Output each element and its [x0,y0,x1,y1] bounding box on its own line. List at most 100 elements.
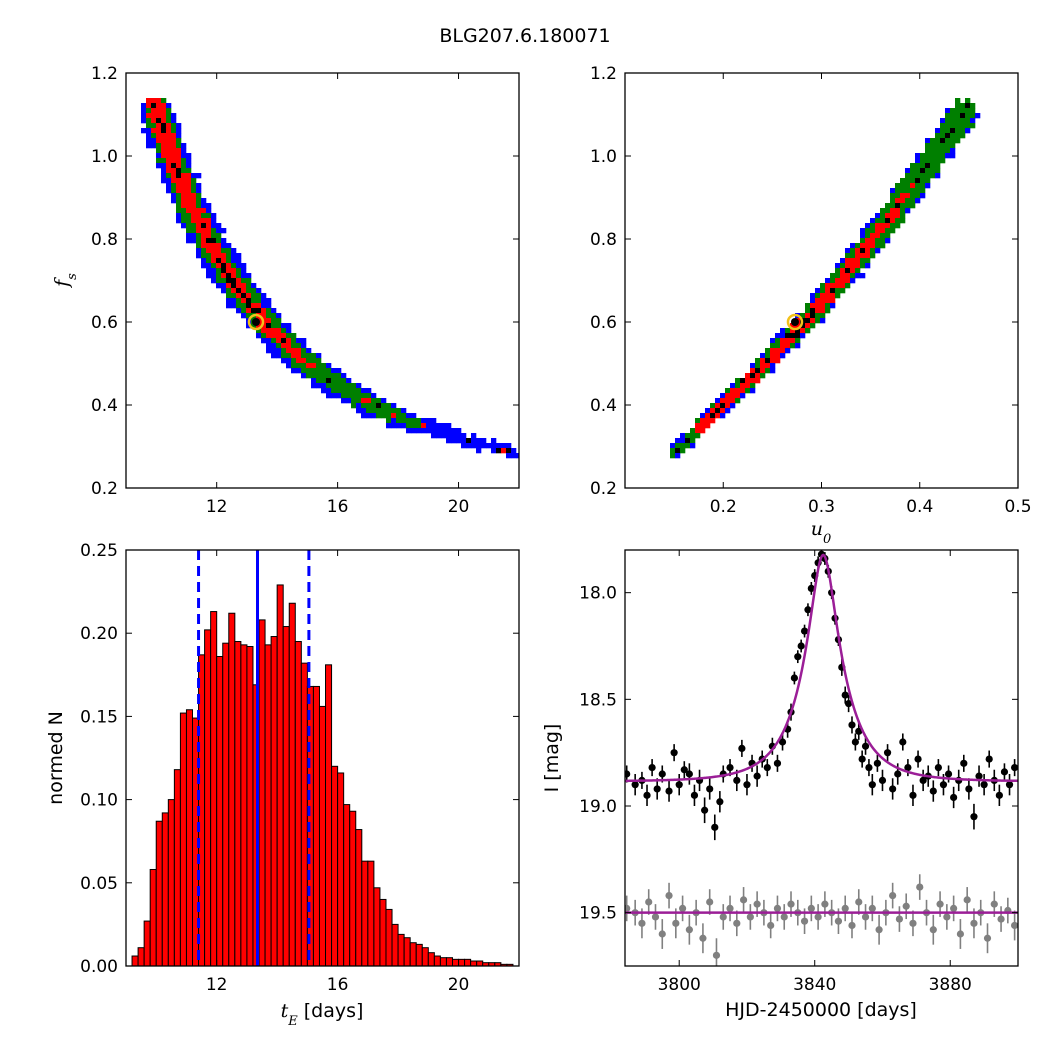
map-cell [271,348,277,354]
map-cell [820,283,826,289]
map-cell [241,263,247,269]
map-cell [226,293,232,299]
map-cell [950,133,956,139]
map-cell [301,348,307,354]
map-cell [715,408,721,414]
map-cell [271,333,277,339]
map-cell [261,298,267,304]
map-cell [910,168,916,174]
map-cell [191,203,197,209]
data-point [995,791,1003,799]
map-cell [276,323,282,329]
map-cell [446,428,452,434]
map-cell [316,358,322,364]
map-cell [750,378,756,384]
map-cell [815,303,821,309]
map-cell [276,338,282,344]
map-cell [466,438,472,444]
map-cell [750,383,756,389]
map-cell [251,283,257,289]
residual-point [950,904,958,913]
map-cell [301,368,307,374]
map-cell [765,363,771,369]
map-cell [780,338,786,344]
map-cell [231,268,237,274]
residual-point [970,919,978,927]
map-cell [311,358,317,364]
map-cell [166,113,172,119]
map-cell [221,238,227,244]
residual-point [990,900,998,908]
map-cell [156,138,162,144]
map-cell [301,358,307,364]
histogram-bar [264,644,272,966]
map-cell [960,128,966,134]
map-cell [835,293,841,299]
map-cell [795,343,801,349]
data-point [851,738,859,746]
map-cell [156,128,162,134]
map-cell [291,353,297,359]
residual-point [767,921,775,930]
map-cell [341,393,347,399]
map-cell [735,388,741,394]
map-cell [885,238,891,244]
map-cell [820,293,826,299]
map-cell [241,288,247,294]
y-tick-label: 0.25 [80,541,118,561]
map-cell [296,338,302,344]
map-cell [925,173,931,179]
map-cell [151,118,157,124]
map-cell [191,223,197,229]
histogram-bar [179,712,187,966]
map-cell [176,198,182,204]
map-cell [895,218,901,224]
map-cell [376,398,382,404]
histogram-bar [445,957,453,966]
map-cell [855,273,861,279]
map-cell [930,143,936,149]
map-cell [775,333,781,339]
y-tick-label: 18.5 [579,690,617,710]
map-cell [950,138,956,144]
map-cell [411,423,417,429]
map-cell [196,188,202,194]
data-point [778,738,787,746]
map-cell [176,143,182,149]
map-cell [930,163,936,169]
map-cell [161,143,167,149]
map-cell [785,338,791,344]
map-cell [955,118,961,124]
map-cell [860,233,866,239]
map-cell [765,353,771,359]
map-cell [351,393,357,399]
map-cell [186,203,192,209]
map-cell [281,328,287,334]
map-cell [850,253,856,259]
map-cell [491,443,497,449]
histogram-bar [439,957,447,966]
map-cell [196,208,202,214]
map-cell [730,383,736,389]
map-cell [910,193,916,199]
data-point [841,691,849,699]
map-cell [825,308,831,314]
data-point [858,755,866,763]
map-cell [176,153,182,159]
map-cell [900,193,906,199]
map-cell [800,333,806,339]
map-cell [171,123,177,129]
residual-point [929,926,937,934]
map-cell [336,383,342,389]
data-point [804,606,812,614]
map-cell [960,108,966,114]
map-cell [246,283,252,289]
map-cell [401,423,407,429]
map-cell [940,143,946,149]
map-cell [820,318,826,324]
map-cell [805,328,811,334]
map-cell [825,278,831,284]
data-point [919,776,927,785]
map-cell [366,398,372,404]
map-cell [276,343,282,349]
